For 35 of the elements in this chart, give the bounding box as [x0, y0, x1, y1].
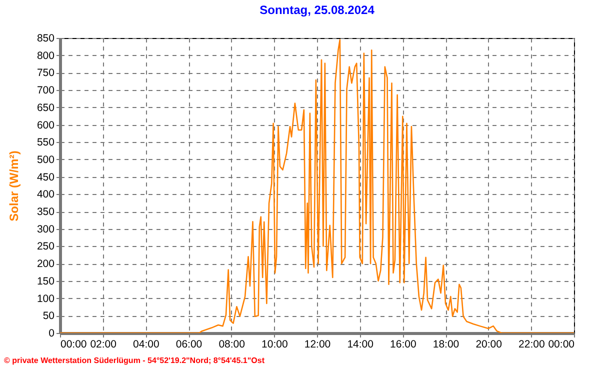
y-tick-label: 0	[48, 328, 55, 340]
x-tick-label: 04:00	[133, 338, 160, 350]
y-tick-label: 450	[36, 171, 55, 184]
y-tick-label: 750	[36, 67, 55, 80]
y-tick-label: 50	[42, 310, 55, 322]
x-tick-label: 22:00	[518, 338, 545, 350]
y-tick-label: 100	[36, 292, 55, 305]
x-tick-label: 10:00	[262, 338, 288, 350]
x-tick-label: 12:00	[304, 338, 331, 350]
x-tick-label: 00:00	[548, 338, 575, 350]
y-tick-label: 350	[36, 206, 55, 218]
x-tick-label: 18:00	[432, 338, 460, 350]
y-tick-label: 850	[36, 32, 55, 44]
y-tick-label: 600	[36, 119, 55, 132]
y-tick-label: 650	[36, 102, 55, 114]
x-tick-label: 16:00	[390, 338, 416, 350]
x-tick-label: 02:00	[90, 338, 117, 350]
y-tick-label: 400	[36, 188, 55, 201]
text: © private Wetterstation Süderlügum - 54°52'19.2"Nord; 8°54'45.1"Ost	[4, 356, 265, 365]
y-tick-label: 550	[36, 136, 55, 149]
y-tick-label: 250	[36, 240, 55, 253]
y-tick-label: 200	[36, 258, 55, 270]
y-tick-label: 800	[36, 50, 55, 62]
x-tick-label: 00:00	[60, 338, 87, 350]
x-tick-label: 20:00	[476, 338, 502, 350]
y-tick-label: 300	[36, 223, 55, 236]
y-tick-label: 700	[36, 84, 55, 97]
y-tick-label: 500	[36, 154, 55, 166]
chart-title: Sonntag, 25.08.2024	[260, 3, 375, 17]
x-tick-label: 08:00	[218, 338, 246, 350]
x-tick-label: 06:00	[176, 338, 202, 350]
y-axis-title: Solar (W/m²)	[6, 150, 21, 222]
x-tick-label: 14:00	[347, 338, 374, 350]
y-tick-label: 150	[36, 275, 55, 288]
line-series	[60, 39, 574, 333]
